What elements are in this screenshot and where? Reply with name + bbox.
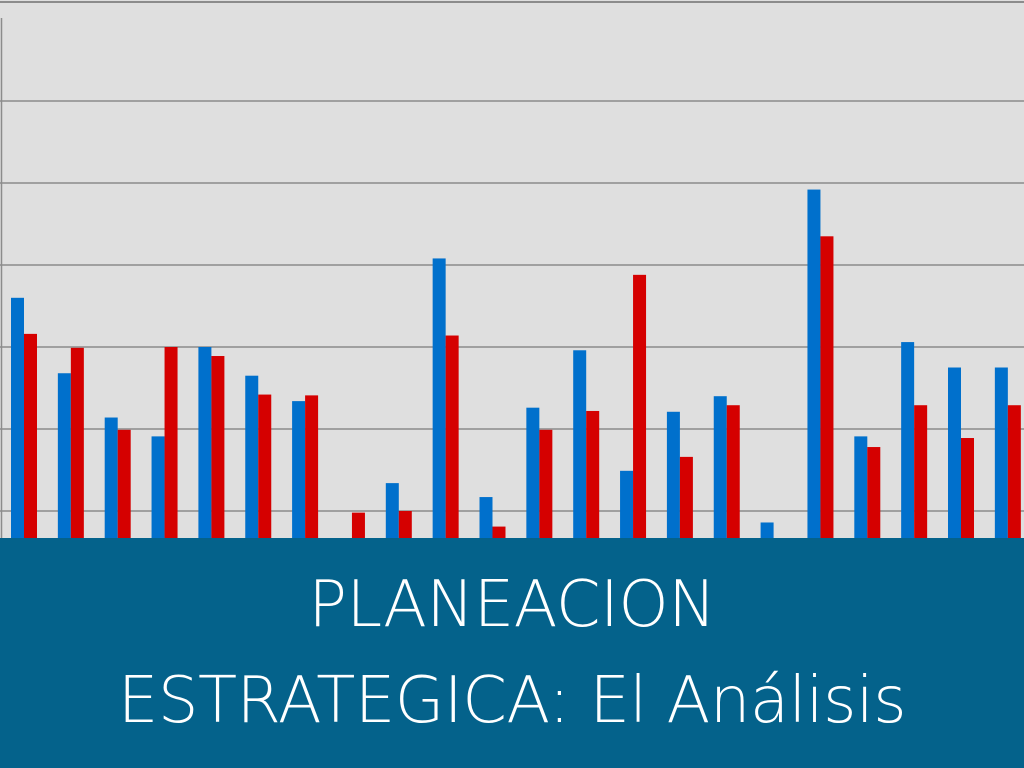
bar-series-2-category-4 bbox=[164, 347, 178, 540]
title-line-1: PLANEACION bbox=[308, 568, 716, 642]
bar-series-2-category-16 bbox=[726, 405, 740, 540]
bar-series-2-category-12 bbox=[539, 429, 553, 540]
bar-series-1-category-13 bbox=[573, 350, 587, 540]
bar-series-1-category-16 bbox=[713, 396, 727, 540]
bar-series-2-category-7 bbox=[305, 395, 319, 540]
bar-series-2-category-9 bbox=[398, 511, 412, 540]
bar-series-1-category-20 bbox=[901, 342, 915, 540]
bar-series-2-category-21 bbox=[961, 438, 974, 540]
bar-series-1-category-12 bbox=[526, 407, 540, 540]
bar-series-1-category-18 bbox=[807, 189, 821, 540]
bar-series-1-category-3 bbox=[104, 417, 118, 540]
bar-series-1-category-21 bbox=[948, 367, 961, 540]
bar-series-2-category-1 bbox=[24, 333, 37, 540]
bar-series-2-category-3 bbox=[117, 429, 131, 540]
bar-series-2-category-5 bbox=[211, 356, 225, 540]
bar-series-2-category-11 bbox=[492, 526, 506, 540]
bar-series-1-category-14 bbox=[620, 470, 634, 540]
bars bbox=[11, 189, 1021, 540]
bar-series-1-category-10 bbox=[432, 258, 446, 540]
bar-series-1-category-4 bbox=[151, 436, 165, 540]
bar-series-2-category-19 bbox=[867, 447, 881, 540]
bar-series-1-category-15 bbox=[666, 411, 680, 540]
bar-series-2-category-14 bbox=[633, 274, 647, 540]
bar-series-1-category-7 bbox=[292, 401, 306, 540]
bar-series-2-category-15 bbox=[679, 456, 693, 540]
chart-area bbox=[0, 0, 1024, 540]
bar-series-2-category-6 bbox=[258, 394, 272, 540]
bar-series-1-category-5 bbox=[198, 347, 212, 540]
bar-series-1-category-19 bbox=[854, 436, 868, 540]
bar-series-1-category-1 bbox=[11, 297, 24, 540]
bar-series-1-category-9 bbox=[385, 483, 399, 540]
bar-series-2-category-10 bbox=[445, 335, 459, 540]
bar-series-2-category-20 bbox=[914, 405, 928, 540]
bar-series-2-category-22 bbox=[1007, 405, 1021, 540]
bar-series-2-category-18 bbox=[820, 236, 834, 540]
bar-series-1-category-22 bbox=[994, 367, 1008, 540]
bar-series-1-category-6 bbox=[245, 375, 259, 540]
title-line-2: ESTRATEGICA: El Análisis bbox=[117, 664, 907, 738]
bar-series-2-category-2 bbox=[70, 347, 84, 540]
bar-chart bbox=[0, 1, 1024, 540]
bar-series-1-category-17 bbox=[760, 522, 774, 540]
bar-series-2-category-13 bbox=[586, 410, 600, 540]
bar-series-1-category-11 bbox=[479, 497, 493, 540]
bar-series-1-category-2 bbox=[57, 373, 71, 540]
title-band: PLANEACION ESTRATEGICA: El Análisis bbox=[0, 538, 1024, 768]
bar-series-2-category-8 bbox=[351, 512, 365, 540]
